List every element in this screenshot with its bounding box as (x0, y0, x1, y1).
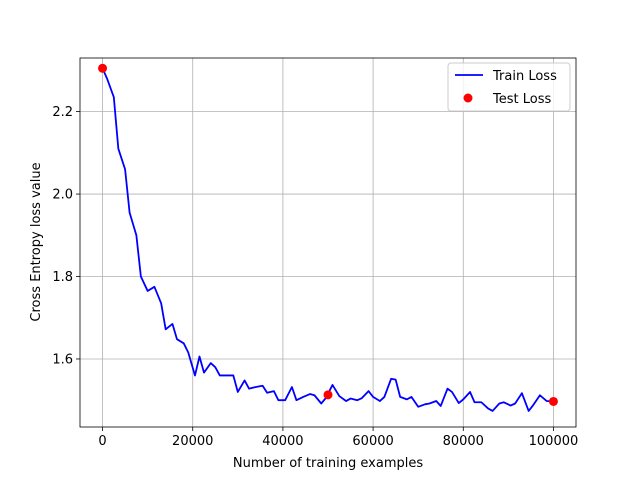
y-axis-label: Cross Entropy loss value (29, 162, 44, 321)
x-tick-label: 60000 (352, 434, 393, 449)
legend-test-label: Test Loss (492, 92, 551, 107)
y-tick-label: 1.8 (52, 270, 73, 285)
y-tick-label: 2.2 (52, 105, 73, 120)
y-tick-label: 2.0 (52, 188, 73, 203)
legend: Train Loss Test Loss (447, 62, 571, 112)
x-tick-label: 100000 (529, 434, 579, 449)
test-loss-point (548, 396, 558, 406)
series-layer (98, 63, 558, 412)
test-loss-point (98, 63, 108, 73)
axes-frame (79, 57, 577, 428)
x-tick-label: 40000 (262, 434, 303, 449)
x-tick-label: 20000 (172, 434, 213, 449)
ticks: 0 20000 40000 60000 80000 100000 1.6 1.8 2.0 2.2 (52, 105, 578, 449)
legend-test-marker-swatch (463, 93, 473, 103)
x-tick-label: 0 (98, 434, 106, 449)
plot-area (80, 58, 576, 427)
x-tick-label: 80000 (443, 434, 484, 449)
legend-train-label: Train Loss (492, 69, 557, 84)
x-axis-label: Number of training examples (233, 456, 423, 471)
test-loss-point (323, 390, 333, 400)
grid (80, 58, 576, 427)
y-tick-label: 1.6 (52, 352, 73, 367)
